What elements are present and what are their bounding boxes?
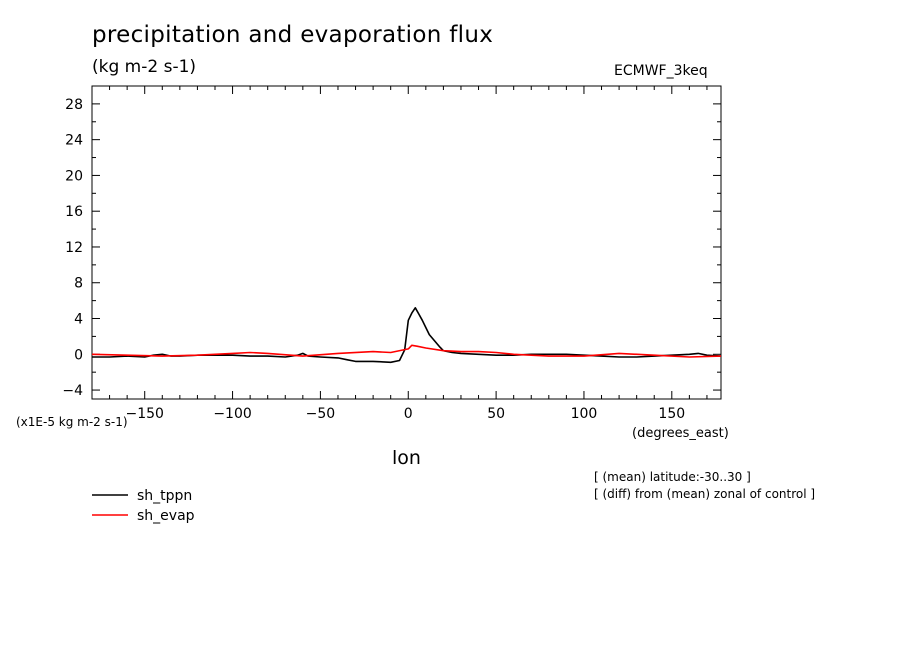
series-line-sh-evap	[91, 344, 722, 358]
legend: sh_tppn sh_evap	[92, 488, 195, 524]
x-units-label: (degrees_east)	[632, 426, 729, 441]
y-tick-label: 8	[74, 276, 83, 292]
y-tick-label: 12	[65, 240, 83, 256]
series-group	[91, 306, 722, 364]
axis-ticks: −150 −100 −50 0 50 100 150 −4 0 4 8 12 16 20 24 28	[62, 85, 721, 422]
x-tick-label: −50	[306, 406, 336, 422]
x-tick-label: −150	[125, 406, 163, 422]
x-tick-label: 0	[404, 406, 413, 422]
chart-units: (kg m-2 s-1)	[92, 57, 197, 77]
dataset-label: ECMWF_3keq	[614, 63, 708, 79]
x-axis-label: lon	[392, 447, 421, 469]
y-tick-label: 28	[65, 97, 83, 113]
y-tick-label: 4	[74, 312, 83, 328]
chart-title: precipitation and evaporation flux	[92, 22, 494, 48]
note-latitude: [ (mean) latitude:-30..30 ]	[594, 470, 751, 484]
x-tick-label: 100	[571, 406, 598, 422]
legend-label-sh-evap: sh_evap	[137, 508, 195, 524]
x-tick-label: 50	[487, 406, 505, 422]
y-tick-label: 24	[65, 133, 83, 149]
legend-label-sh-tppn: sh_tppn	[137, 488, 192, 504]
y-tick-label: −4	[62, 383, 83, 399]
y-tick-label: 16	[65, 204, 83, 220]
y-tick-label: 20	[65, 168, 83, 184]
y-tick-label: 0	[74, 347, 83, 363]
plot-frame	[91, 85, 722, 400]
x-tick-label: −100	[213, 406, 251, 422]
y-scale-label: (x1E-5 kg m-2 s-1)	[16, 415, 128, 429]
x-tick-label: 150	[658, 406, 685, 422]
note-diff: [ (diff) from (mean) zonal of control ]	[594, 487, 816, 501]
